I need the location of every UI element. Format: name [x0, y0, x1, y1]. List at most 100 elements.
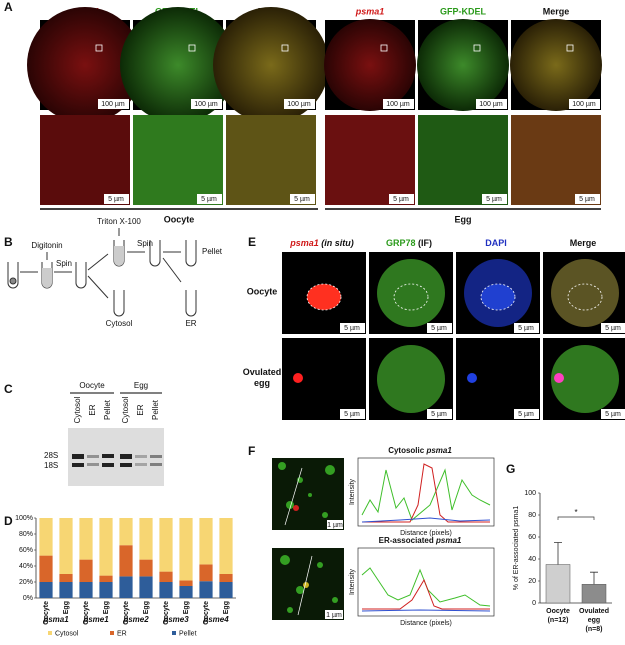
scale-label: 5 µm	[518, 325, 534, 332]
nucleus	[480, 283, 516, 311]
column-header: DAPI	[485, 238, 507, 248]
scale-label: 5 µm	[344, 411, 360, 418]
group-label: psme4	[202, 615, 229, 624]
cell	[120, 7, 236, 123]
row-label: Ovulated	[243, 367, 282, 377]
axis-label: Distance (pixels)	[400, 620, 452, 627]
scale-box	[104, 194, 129, 204]
legend-label: Cytosol	[55, 630, 79, 637]
title-gene: psma1	[435, 536, 462, 545]
cell	[551, 345, 619, 413]
scale-label: 5 µm	[294, 196, 310, 203]
y-tick-label: 80%	[19, 531, 33, 538]
scale-label: 5 µm	[486, 196, 502, 203]
x-tick-label: egg	[588, 617, 600, 624]
y-axis-label: % of ER-associated psma1	[513, 506, 520, 591]
group-label: Egg	[455, 214, 472, 224]
scale-box	[290, 194, 315, 204]
y-tick-label: 100	[524, 490, 536, 497]
y-tick-label: 80	[528, 512, 536, 519]
group-label: Oocyte	[79, 381, 105, 390]
bar-segment	[99, 582, 113, 598]
header-gene: DAPI	[485, 238, 507, 248]
column-header: psma1	[355, 6, 385, 16]
panel-c: Oocyte Egg 28S 18S	[44, 381, 164, 486]
inset-box	[380, 44, 388, 52]
panel-label: B	[4, 235, 13, 249]
step-label: Spin	[56, 259, 72, 268]
panel-b	[7, 228, 197, 317]
y-tick-label: 40%	[19, 563, 33, 570]
title-prefix: Cytosolic	[388, 446, 425, 455]
bar-segment	[119, 545, 133, 577]
panel-label: C	[4, 382, 13, 396]
bar-segment	[139, 559, 153, 577]
panel-g: 0 20 40 60 80 100 % of ER-associated psma1 Oocy…	[513, 490, 612, 633]
cell	[510, 19, 602, 111]
x-tick-label: Oocyte	[546, 608, 570, 615]
bar-segment	[159, 571, 173, 582]
bar-segment	[39, 518, 53, 556]
row-label: egg	[254, 378, 270, 388]
scale-box	[601, 409, 625, 419]
step-label: Digitonin	[31, 241, 62, 250]
lane-label: Pellet	[103, 399, 112, 420]
y-tick-label: 20	[528, 578, 536, 585]
column-header: GRP78 (IF)	[386, 238, 432, 248]
inset-box	[473, 44, 481, 52]
significance-bracket	[557, 516, 595, 520]
nucleus	[554, 373, 564, 383]
bar-segment	[219, 574, 233, 582]
bar-segment	[219, 518, 233, 574]
y-tick-label: 60%	[19, 547, 33, 554]
header-gene: Merge	[570, 238, 597, 248]
panel-f-title: ER-associated psma1	[379, 536, 462, 545]
header-gene: GRP78	[386, 238, 416, 248]
bar-segment	[159, 518, 173, 572]
header-note: (IF)	[418, 238, 432, 248]
column-header: GFP-KDEL	[440, 6, 487, 16]
column-header: Merge	[543, 6, 570, 16]
axis-label: Intensity	[349, 478, 356, 505]
x-tick-label: Oocyte	[163, 601, 170, 625]
title-prefix: ER-associated	[379, 536, 434, 545]
x-tick-label: Ovulated	[579, 608, 609, 615]
header-gene: psma1	[289, 238, 319, 248]
y-tick-label: 0%	[23, 595, 33, 602]
x-tick-label: Egg	[143, 601, 150, 614]
scale-box	[514, 323, 539, 333]
panel-e: psma1 (in situ) GRP78 (IF) DAPI Merge Oocyte…	[243, 238, 625, 420]
cell	[27, 7, 143, 123]
x-tick-label: Oocyte	[203, 601, 210, 625]
scale-label: 100 µm	[386, 101, 410, 108]
scale-label: 5 µm	[431, 411, 447, 418]
column-header: Merge	[570, 238, 597, 248]
inset-box	[188, 44, 196, 52]
group-label: psma1	[42, 615, 69, 624]
bar-segment	[79, 559, 93, 582]
y-tick-label: 60	[528, 534, 536, 541]
nucleus	[393, 283, 429, 311]
scale-box	[427, 323, 452, 333]
x-tick-label: Oocyte	[83, 601, 90, 625]
column-header: psma1 (in situ)	[289, 238, 354, 248]
lane-label: Cytosol	[73, 396, 82, 423]
legend-label: ER	[117, 630, 127, 637]
scale-box	[197, 194, 222, 204]
scale-box	[340, 409, 365, 419]
x-tick-label: Egg	[63, 601, 70, 614]
bar-segment	[59, 574, 73, 582]
scale-label: 5 µm	[605, 411, 621, 418]
x-tick-label: Egg	[223, 601, 230, 614]
image-bottom	[226, 115, 316, 205]
scale-box	[482, 194, 507, 204]
scale-label: 100 µm	[287, 101, 311, 108]
panel-d: 0% 20% 40% 60% 80% 100% Oocyte Egg Oocyte Egg Oocy…	[15, 515, 236, 637]
scale-label: 5 µm	[579, 196, 595, 203]
scale-label: 5 µm	[393, 196, 409, 203]
bar-segment	[139, 576, 153, 598]
scale-box	[514, 409, 539, 419]
panel-f-title: Cytosolic psma1	[388, 446, 452, 455]
panel-f: Cytosolic psma1 ER-associated psma1 Inte…	[272, 446, 495, 627]
